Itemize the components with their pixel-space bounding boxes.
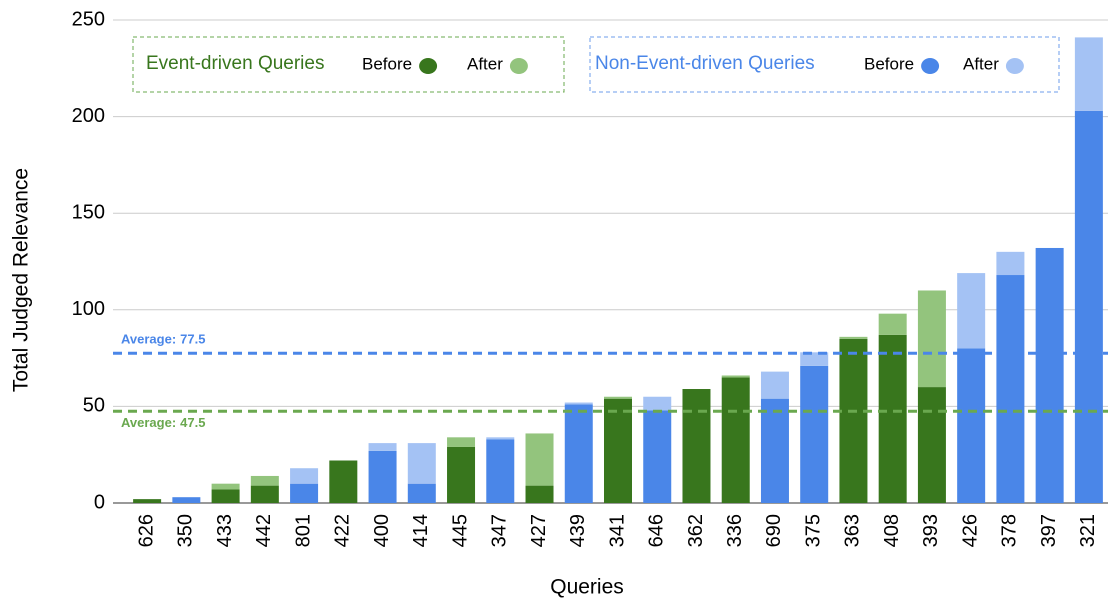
average-label-text: Average: xyxy=(121,332,176,347)
legend-box xyxy=(589,36,1060,93)
x-tick-label: 375 xyxy=(802,514,824,547)
x-tick-label: 445 xyxy=(449,514,471,547)
bar-segment xyxy=(329,460,358,503)
bar-segment xyxy=(721,375,750,378)
bar-segment xyxy=(1074,110,1103,503)
x-tick-label: 378 xyxy=(999,514,1021,547)
y-tick-label: 50 xyxy=(83,395,105,417)
bar-segment xyxy=(917,290,946,388)
bar-segment xyxy=(250,485,279,503)
bar-segment xyxy=(760,398,789,503)
legend-swatch xyxy=(921,58,940,74)
bar-segment xyxy=(564,402,593,405)
y-tick-label: 100 xyxy=(72,298,105,320)
bar-segment xyxy=(525,485,554,503)
bar-segment xyxy=(290,468,319,484)
average-label: Average: 77.5 xyxy=(121,332,205,347)
y-tick-label: 250 xyxy=(72,8,105,30)
bar-segment xyxy=(643,410,672,503)
bar-segment xyxy=(172,497,201,503)
bar-segment xyxy=(133,499,162,503)
bar-segment xyxy=(760,371,789,399)
bar-segment xyxy=(800,365,829,503)
x-tick-label: 646 xyxy=(646,514,668,547)
y-tick-label: 0 xyxy=(94,491,105,513)
x-tick-label: 414 xyxy=(410,514,432,547)
legend-group-label: Event-driven Queries xyxy=(146,53,324,74)
bar-segment xyxy=(996,275,1025,503)
x-tick-label: 336 xyxy=(724,514,746,547)
x-tick-label: 347 xyxy=(489,514,511,547)
legend-label: Before xyxy=(864,54,914,73)
x-tick-label: 362 xyxy=(685,514,707,547)
bar-segment xyxy=(1074,37,1103,111)
bar-segment xyxy=(211,483,240,490)
x-tick-label: 626 xyxy=(135,514,157,547)
legend-swatch xyxy=(509,58,528,74)
x-tick-label: 433 xyxy=(214,514,236,547)
bar-segment xyxy=(800,352,829,366)
bar-segment xyxy=(878,313,907,335)
legend-box xyxy=(132,36,565,93)
average-label-value: 47.5 xyxy=(180,416,205,431)
x-tick-label: 321 xyxy=(1077,514,1099,547)
bar-segment xyxy=(447,437,476,447)
bar-segment xyxy=(878,334,907,503)
legend-group-label: Non-Event-driven Queries xyxy=(595,53,815,74)
x-tick-label: 690 xyxy=(763,514,785,547)
bar-segment xyxy=(525,433,554,486)
average-label-value: 77.5 xyxy=(180,332,205,347)
bar-segment xyxy=(368,450,397,503)
bar-segment xyxy=(957,348,986,503)
bar-segment xyxy=(407,483,436,503)
x-tick-label: 442 xyxy=(253,514,275,547)
bar-segment xyxy=(917,387,946,503)
bar-segment xyxy=(211,489,240,503)
bar-segment xyxy=(682,389,711,503)
x-tick-label: 408 xyxy=(881,514,903,547)
x-tick-label: 422 xyxy=(332,514,354,547)
average-label-text: Average: xyxy=(121,416,176,431)
x-tick-label: 801 xyxy=(292,514,314,547)
x-axis-title: Queries xyxy=(550,576,624,599)
average-label: Average: 47.5 xyxy=(121,416,205,431)
x-tick-label: 400 xyxy=(371,514,393,547)
bar-segment xyxy=(839,336,868,339)
bar-segment xyxy=(604,398,632,503)
bar-segment xyxy=(839,338,868,503)
legend-label: After xyxy=(963,54,999,73)
x-tick-label: 350 xyxy=(175,514,197,547)
bar-segment xyxy=(447,446,476,503)
bar-segment xyxy=(721,377,750,503)
bar-segment xyxy=(486,437,515,440)
x-tick-label: 397 xyxy=(1038,514,1060,547)
bar-segment xyxy=(486,439,515,503)
y-axis-title: Total Judged Relevance xyxy=(10,168,33,392)
x-tick-label: 363 xyxy=(842,514,864,547)
bar-segment xyxy=(250,475,279,486)
x-tick-label: 427 xyxy=(528,514,550,547)
bar-segment xyxy=(643,396,672,411)
legend-label: After xyxy=(467,54,503,73)
legend-label: Before xyxy=(362,54,412,73)
bar-segment xyxy=(407,443,436,484)
bar-segment xyxy=(996,251,1025,276)
x-tick-label: 341 xyxy=(606,514,628,547)
y-tick-label: 200 xyxy=(72,105,105,127)
bar-segment xyxy=(290,483,319,503)
y-tick-label: 150 xyxy=(72,201,105,223)
legend-swatch xyxy=(419,58,438,74)
bar-segment xyxy=(957,273,986,349)
bar-segment xyxy=(368,443,397,451)
x-tick-label: 439 xyxy=(567,514,589,547)
bar-segment xyxy=(1035,247,1064,503)
bar-segment xyxy=(564,404,593,503)
x-tick-label: 426 xyxy=(959,514,981,547)
legend-swatch xyxy=(1005,58,1024,74)
x-tick-label: 393 xyxy=(920,514,942,547)
bar-segment xyxy=(604,396,632,399)
